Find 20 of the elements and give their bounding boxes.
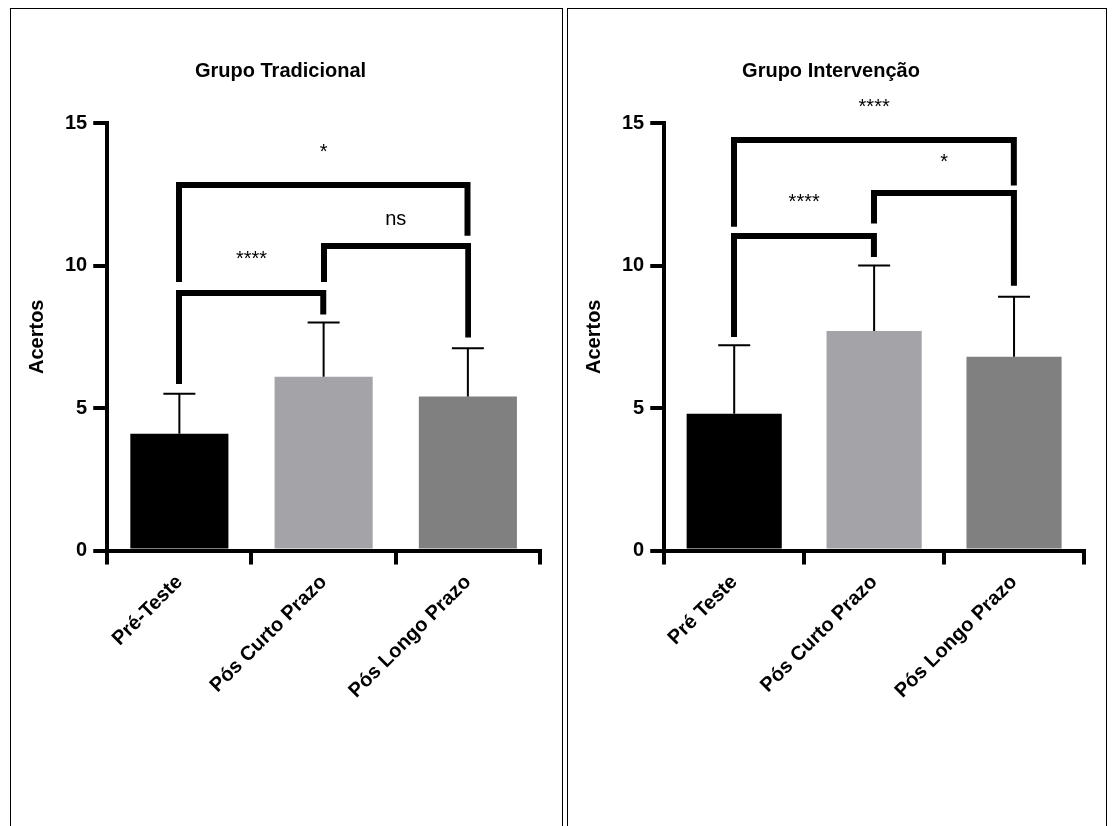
annotation: ns	[385, 207, 407, 230]
annotation: ****	[235, 247, 268, 270]
y-tick-label: 10	[65, 253, 88, 276]
y-tick-label: 0	[76, 538, 88, 561]
chart-title: Grupo Tradicional	[194, 58, 367, 81]
bar	[966, 356, 1062, 549]
chart-title: Grupo Intervenção	[742, 58, 920, 81]
y-axis-title: Acertos	[24, 299, 47, 375]
annotation: ****	[788, 190, 820, 213]
annotation: *	[940, 150, 949, 173]
y-tick-label: 10	[622, 253, 645, 276]
y-tick-label: 15	[65, 110, 88, 133]
y-tick-label: 5	[76, 395, 88, 418]
y-axis-title: Acertos	[581, 299, 604, 375]
y-tick-label: 0	[633, 538, 645, 561]
bar	[418, 396, 517, 549]
y-tick-label: 5	[633, 395, 645, 418]
annotation: *	[319, 140, 328, 163]
y-tick-label: 15	[622, 110, 645, 133]
text: ****	[858, 94, 890, 117]
